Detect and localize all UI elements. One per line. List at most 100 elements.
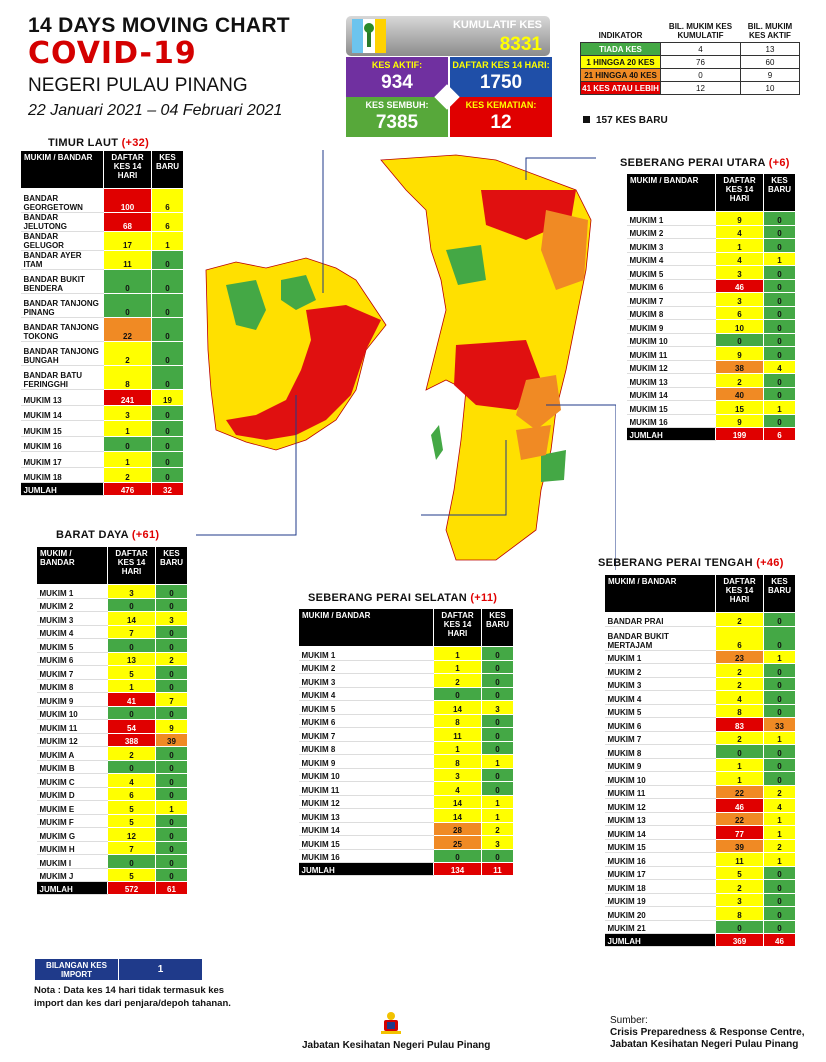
row-label: MUKIM 13 [20, 389, 104, 406]
table-row: MUKIM 14 40 0 [626, 386, 796, 401]
new-cases-cell: 1 [763, 811, 796, 826]
sembuh-box: KES SEMBUH: 7385 [346, 97, 448, 137]
table-header: MUKIM / BANDAR [20, 150, 104, 189]
table-row: MUKIM G 12 0 [36, 827, 188, 842]
pointer-line-spt [546, 404, 616, 570]
row-label: MUKIM 8 [298, 741, 434, 755]
table-header: KES BARU [155, 546, 188, 585]
new-cases-cell: 0 [763, 744, 796, 759]
daftar-box: DAFTAR KES 14 HARI: 1750 [450, 57, 552, 97]
row-label: MUKIM 7 [298, 727, 434, 742]
table-row: MUKIM 9 41 7 [36, 692, 188, 707]
row-label: MUKIM 1 [626, 211, 716, 226]
new-cases-cell: 0 [481, 781, 514, 796]
timur-laut-table: MUKIM / BANDAR DAFTAR KES 14 HARI KES BARU… [20, 150, 184, 496]
new-cases-cell: 1 [763, 730, 796, 745]
table-row: BANDAR GELUGOR 17 1 [20, 231, 184, 251]
new-cases-cell: 6 [151, 188, 184, 213]
table-row: MUKIM 12 38 4 [626, 359, 796, 374]
new-cases-cell: 0 [155, 597, 188, 612]
row-label: MUKIM 6 [604, 717, 716, 732]
new-cases-cell: 0 [763, 373, 796, 388]
source-line2: Jabatan Kesihatan Negeri Pulau Pinang [610, 1039, 799, 1050]
cases-14-day-cell: 0 [103, 435, 152, 452]
total-cell: 369 [715, 933, 764, 947]
cases-14-day-cell: 1 [433, 646, 482, 661]
cases-14-day-cell: 8 [715, 703, 764, 718]
row-label: MUKIM 3 [298, 673, 434, 688]
new-cases-cell: 7 [155, 692, 188, 707]
cases-14-day-cell: 5 [107, 665, 156, 680]
new-cases-cell: 4 [763, 359, 796, 374]
row-label: MUKIM 19 [604, 893, 716, 907]
table-row: MUKIM 11 54 9 [36, 719, 188, 734]
new-cases-cell: 0 [763, 625, 796, 651]
new-cases-cell: 0 [763, 892, 796, 907]
legend-header-kumulatif: BIL. MUKIM KES KUMULATIF [668, 22, 733, 40]
row-label: MUKIM J [36, 868, 108, 882]
row-label: MUKIM 14 [298, 822, 434, 836]
kematian-box: KES KEMATIAN: 12 [450, 97, 552, 137]
row-label: MUKIM 16 [20, 436, 104, 452]
cases-14-day-cell: 38 [715, 359, 764, 374]
new-cases-cell: 0 [763, 386, 796, 401]
cases-14-day-cell: 1 [715, 757, 764, 772]
table-row: MUKIM 14 28 2 [298, 821, 514, 836]
new-cases-cell: 33 [763, 717, 796, 732]
cases-14-day-cell: 0 [107, 638, 156, 653]
source-label: Sumber: [610, 1015, 648, 1026]
table-row: MUKIM 10 1 0 [604, 771, 796, 786]
row-label: MUKIM 18 [604, 879, 716, 894]
row-label: MUKIM 16 [604, 852, 716, 867]
table-row: MUKIM 13 2 0 [626, 373, 796, 388]
cases-14-day-cell: 6 [107, 786, 156, 801]
cases-14-day-cell: 3 [715, 292, 764, 307]
cases-14-day-cell: 8 [715, 906, 764, 921]
row-label: MUKIM 3 [604, 677, 716, 691]
row-label: BANDAR JELUTONG [20, 212, 104, 232]
cases-14-day-cell: 4 [715, 251, 764, 266]
cases-14-day-cell: 83 [715, 717, 764, 732]
kumulatif-box: KUMULATIF KES 8331 [346, 16, 550, 56]
cases-14-day-cell: 13 [107, 651, 156, 666]
row-label: MUKIM 9 [298, 754, 434, 769]
row-label: MUKIM 1 [298, 646, 434, 661]
cases-14-day-cell: 68 [103, 212, 152, 232]
new-cases-cell: 0 [763, 757, 796, 772]
new-cases-cell: 0 [155, 746, 188, 761]
mainland-orange-zone-2 [516, 375, 561, 430]
cases-14-day-cell: 1 [103, 420, 152, 437]
row-label: MUKIM 5 [36, 638, 108, 653]
row-label: MUKIM 13 [604, 812, 716, 826]
new-cases-cell: 0 [151, 404, 184, 421]
table-row: MUKIM 13 14 1 [298, 808, 514, 823]
table-row: MUKIM 15 15 1 [626, 400, 796, 415]
mainland-orange-zone-3 [516, 425, 551, 460]
row-label: MUKIM 2 [626, 225, 716, 239]
table-row: BANDAR BUKIT MERTAJAM 6 0 [604, 625, 796, 651]
row-label: MUKIM 15 [604, 839, 716, 853]
cases-14-day-cell: 0 [433, 848, 482, 863]
row-label: MUKIM 6 [298, 714, 434, 728]
cases-14-day-cell: 5 [107, 800, 156, 815]
spt-title: SEBERANG PERAI TENGAH (+46) [598, 557, 784, 569]
cases-14-day-cell: 41 [107, 692, 156, 707]
row-label: MUKIM 17 [20, 451, 104, 468]
cases-14-day-cell: 2 [107, 746, 156, 761]
total-cell: JUMLAH [604, 933, 716, 947]
new-cases-cell: 2 [763, 784, 796, 799]
row-label: MUKIM 5 [626, 265, 716, 280]
timur-title: TIMUR LAUT (+32) [48, 137, 150, 149]
table-row: BANDAR BUKIT BENDERA 0 0 [20, 269, 184, 294]
cases-14-day-cell: 46 [715, 278, 764, 293]
note-text: Nota : Data kes 14 hari tidak termasuk k… [34, 985, 231, 1009]
cases-14-day-cell: 11 [433, 727, 482, 742]
chart-title-line1: 14 DAYS MOVING CHART [28, 14, 290, 37]
cases-14-day-cell: 14 [433, 700, 482, 715]
table-row: BANDAR JELUTONG 68 6 [20, 212, 184, 232]
row-label: BANDAR GEORGETOWN [20, 188, 104, 213]
